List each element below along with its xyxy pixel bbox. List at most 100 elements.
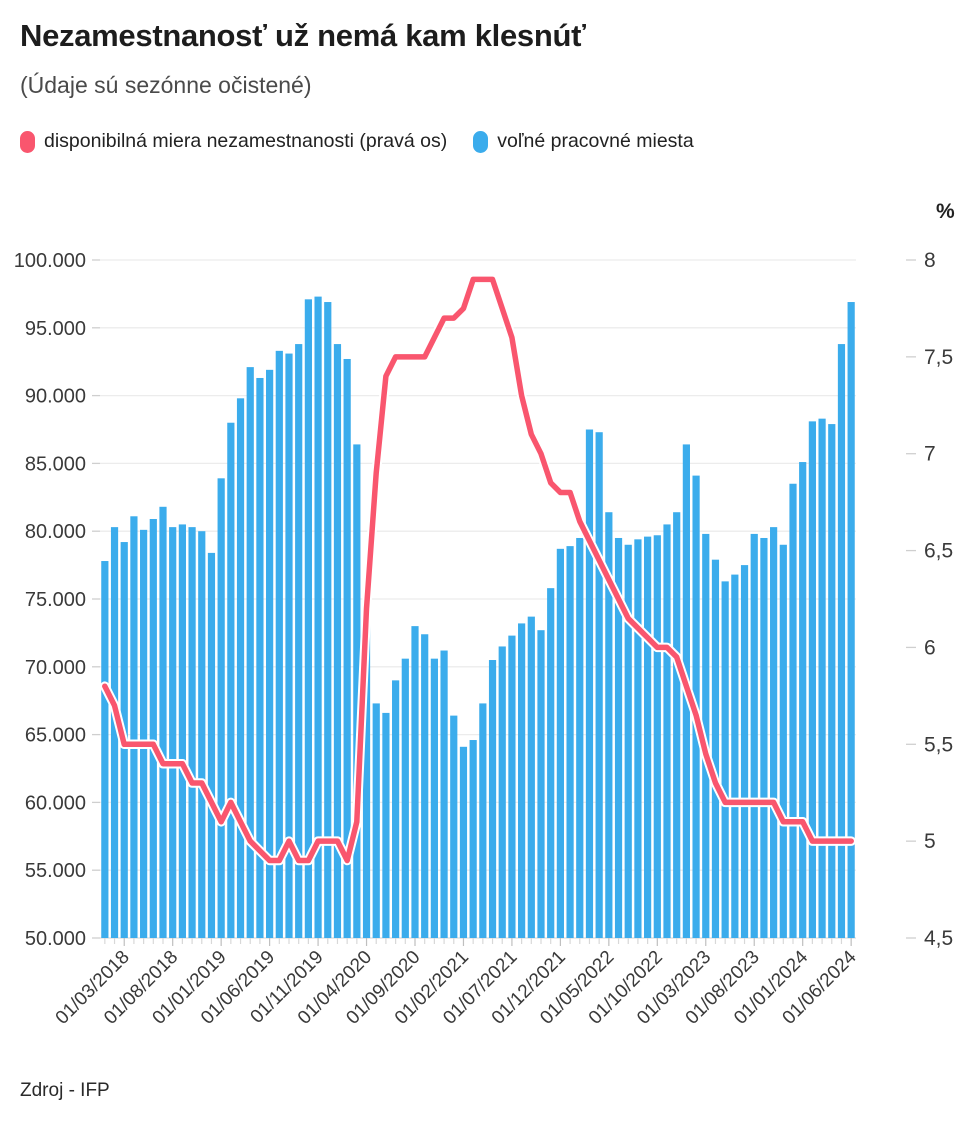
bar <box>421 634 429 938</box>
bar <box>614 537 623 938</box>
bar <box>372 703 380 938</box>
bar <box>188 527 196 938</box>
bar <box>459 746 468 938</box>
bar <box>566 546 574 938</box>
bar <box>556 548 564 938</box>
y-axis-right-tick-label: 5 <box>924 830 936 853</box>
y-axis-left-tick-label: 85.000 <box>25 453 86 475</box>
bar <box>324 302 332 938</box>
bar <box>159 506 167 938</box>
bar <box>576 537 584 938</box>
bar <box>207 552 216 938</box>
x-axis-labels: 01/03/201801/08/201801/01/201901/06/2019… <box>52 946 861 1028</box>
bar <box>198 531 206 938</box>
rate-line-stroke <box>102 276 854 864</box>
bar <box>110 527 119 938</box>
bar <box>469 740 477 938</box>
bar <box>304 299 312 939</box>
bar <box>149 518 157 938</box>
y-axis-right-tick-label: 7 <box>924 443 936 466</box>
bar <box>508 635 516 938</box>
bar <box>101 561 109 938</box>
bar <box>246 367 254 938</box>
bar <box>731 574 739 938</box>
bar <box>227 422 235 939</box>
bar <box>295 344 303 938</box>
y-axis-left-tick-label: 100.000 <box>14 250 86 272</box>
bar <box>750 533 758 938</box>
bar <box>847 302 855 938</box>
bar <box>266 369 274 938</box>
bar <box>547 588 555 938</box>
bar <box>624 544 632 938</box>
bar <box>740 565 749 938</box>
bar <box>362 609 371 938</box>
bar <box>634 539 642 938</box>
bar <box>479 703 487 938</box>
bar <box>537 630 545 938</box>
bar <box>382 712 390 938</box>
y-axis-left-tick-label: 70.000 <box>25 657 86 679</box>
bar <box>799 462 807 938</box>
y-axis-right-tick-label: 6 <box>924 636 936 659</box>
bar <box>392 680 400 938</box>
bar <box>770 527 778 938</box>
y-axis-left-tick-label: 75.000 <box>25 589 86 611</box>
x-axis-ticks <box>104 938 852 946</box>
bar <box>130 516 138 938</box>
rate-line-casing <box>100 274 856 866</box>
legend-swatch-pink <box>20 130 35 153</box>
bar <box>818 418 826 939</box>
legend-item-vacancies[interactable]: voľné pracovné miesta <box>473 130 694 153</box>
y-axis-right-labels: 8 7,5 7 6,5 6 5,5 5 4,5 <box>906 249 953 950</box>
y-axis-left-tick-label: 60.000 <box>25 792 86 814</box>
rate-line <box>100 274 856 866</box>
y-axis-right-tick-label: 4,5 <box>924 927 953 950</box>
page-title: Nezamestnanosť už nemá kam klesnúť <box>20 18 586 53</box>
bar <box>653 535 661 938</box>
bar <box>430 658 438 938</box>
bar <box>353 444 361 938</box>
bar <box>673 512 681 938</box>
gridlines <box>100 259 856 939</box>
y-axis-right-tick-label: 7,5 <box>924 346 953 369</box>
bar <box>401 658 409 938</box>
bar <box>527 616 535 938</box>
page-subtitle: (Údaje sú sezónne očistené) <box>20 72 312 98</box>
legend-label: disponibilná miera nezamestnanosti (prav… <box>44 130 448 152</box>
bar <box>721 581 729 938</box>
bar <box>285 353 293 939</box>
y-axis-left-tick-label: 65.000 <box>25 725 86 747</box>
bar <box>828 424 836 938</box>
bar <box>169 527 177 938</box>
bar <box>275 350 283 938</box>
bar <box>450 715 458 938</box>
bar <box>236 398 245 938</box>
y-axis-right-tick-label: 6,5 <box>924 540 953 563</box>
bar <box>488 660 497 938</box>
right-axis-unit-label: % <box>936 200 955 223</box>
y-axis-left-tick-label: 50.000 <box>25 928 86 950</box>
bar <box>779 544 787 938</box>
bar <box>663 524 671 938</box>
bar <box>343 358 351 938</box>
bar <box>585 429 594 938</box>
bar <box>440 650 448 938</box>
bar <box>256 377 264 938</box>
bar <box>217 478 225 938</box>
bar <box>605 512 613 938</box>
bar <box>837 344 846 938</box>
bar <box>644 536 652 938</box>
bar <box>411 626 419 938</box>
bar <box>518 623 526 938</box>
bar <box>140 529 148 938</box>
bar <box>711 559 720 938</box>
bar <box>760 537 768 938</box>
bar <box>808 421 816 938</box>
legend-item-unemployment-rate[interactable]: disponibilná miera nezamestnanosti (prav… <box>20 130 447 153</box>
bars-series <box>101 296 855 939</box>
bar <box>789 483 797 938</box>
y-axis-left-tick-label: 90.000 <box>25 386 86 408</box>
y-axis-left-tick-label: 80.000 <box>25 521 86 543</box>
